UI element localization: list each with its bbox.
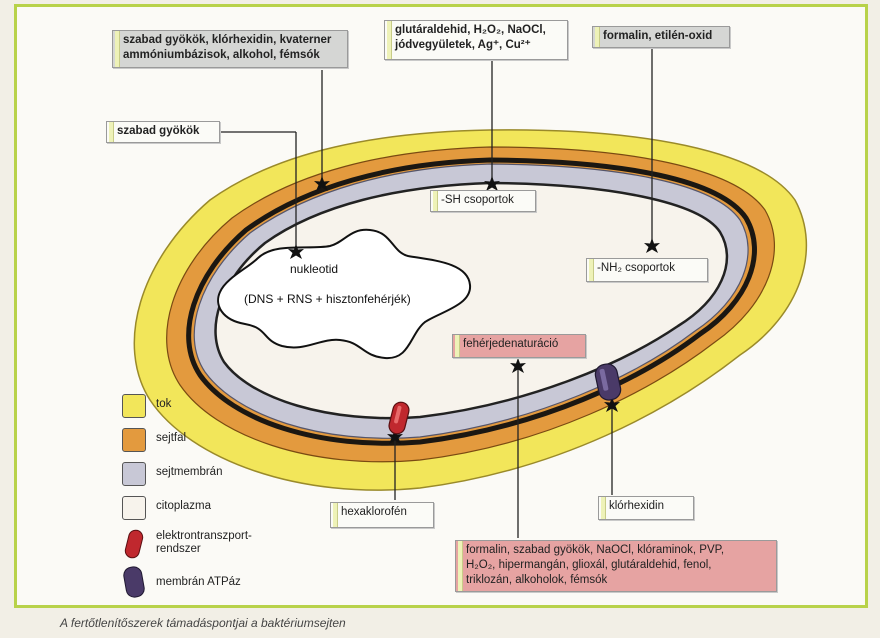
target-star (484, 176, 500, 191)
legend-item-atpase: membrán ATPáz (122, 572, 342, 598)
periplasm-line (186, 157, 757, 446)
target-star (288, 244, 304, 259)
legend-label: citoplazma (156, 500, 211, 512)
legend-atpase-icon (123, 566, 145, 598)
membrane-atpase (594, 363, 622, 401)
legend-swatch (122, 496, 146, 520)
legend-swatch (122, 394, 146, 418)
legend-swatch (122, 428, 146, 452)
label-top-left-agents: szabad gyökök, klórhexidin, kvaterner am… (112, 30, 348, 68)
electron-transport-system (388, 401, 410, 435)
label-top-right-agents: formalin, etilén-oxid (592, 26, 730, 48)
figure-caption: A fertőtlenítőszerek támadáspontjai a ba… (60, 616, 346, 630)
target-star (604, 397, 620, 412)
nucleoid-title: nukleotid (290, 262, 339, 276)
label-line: formalin, szabad gyökök, NaOCl, klóramin… (466, 544, 725, 556)
label-free-radicals: szabad gyökök (106, 121, 220, 143)
label-top-center-agents: glutáraldehid, H₂O₂, NaOCl, jódvegyülete… (384, 20, 568, 60)
legend-electron-transport-icon (124, 529, 144, 559)
legend-swatch (122, 462, 146, 486)
label-nh2-groups: -NH₂ csoportok (586, 258, 708, 282)
label-sh-groups: -SH csoportok (430, 190, 536, 212)
label-protein-denaturation: fehérjedenaturáció (452, 334, 586, 358)
label-line: triklozán, alkoholok, fémsók (466, 574, 608, 586)
target-star (510, 358, 526, 373)
legend-label: elektrontranszport-rendszer (156, 530, 252, 555)
legend-item-cell-wall: sejtfal (122, 428, 342, 454)
legend-label: tok (156, 398, 172, 410)
legend-label: membrán ATPáz (156, 576, 241, 588)
legend-label: sejtfal (156, 432, 187, 444)
legend-item-capsule: tok (122, 394, 342, 420)
connector-lines (220, 48, 653, 538)
nucleoid (217, 228, 472, 360)
target-star (644, 238, 660, 253)
label-line: H₂O₂, hipermangán, glioxál, glutáraldehi… (466, 559, 712, 571)
legend-label: sejtmembrán (156, 466, 223, 478)
target-star (314, 176, 330, 191)
label-chlorhexidine: klórhexidin (598, 496, 694, 520)
legend-item-cytoplasm: citoplazma (122, 496, 342, 522)
label-hexachlorophene: hexaklorofén (330, 502, 434, 528)
legend-item-cell-membrane: sejtmembrán (122, 462, 342, 488)
nucleoid-content: (DNS + RNS + hisztonfehérjék) (244, 292, 411, 306)
label-line: glutáraldehid, H₂O₂, NaOCl, (395, 24, 546, 36)
label-bottom-agents: formalin, szabad gyökök, NaOCl, klóramin… (455, 540, 777, 592)
label-line: jódvegyületek, Ag⁺, Cu²⁺ (395, 39, 531, 51)
legend-item-electron-transport: elektrontranszport-rendszer (122, 530, 342, 556)
target-star (387, 429, 403, 444)
target-markers (288, 176, 660, 444)
